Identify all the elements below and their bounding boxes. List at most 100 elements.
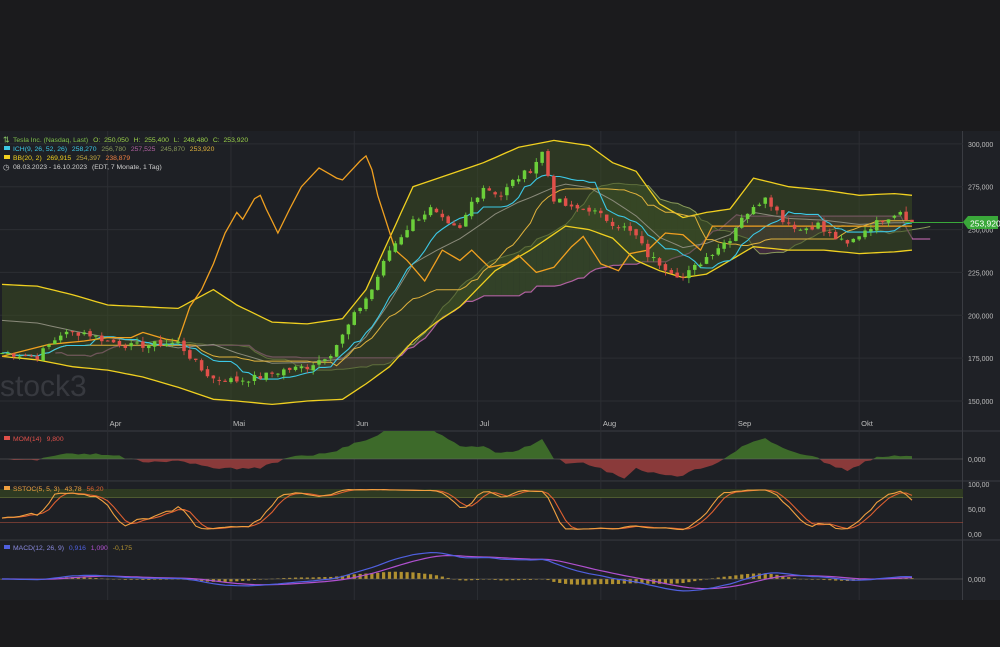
candle-body: [664, 264, 668, 270]
candle-body: [476, 198, 480, 202]
candle-body: [746, 214, 750, 219]
candle-body: [441, 214, 445, 217]
candle-body: [100, 336, 104, 342]
macd-histogram-bar: [564, 579, 567, 584]
macd-histogram-bar: [552, 579, 555, 582]
candle-body: [323, 359, 327, 361]
y-axis-panel: [963, 131, 1000, 600]
macd-pane[interactable]: [0, 540, 1000, 600]
y-tick-label: 300,000: [968, 142, 993, 149]
candle-body: [488, 188, 492, 190]
candle-body: [276, 374, 280, 375]
candle-body: [30, 356, 34, 357]
candle-body: [270, 373, 274, 374]
macd-zero-label: 0,000: [968, 577, 986, 584]
candle-body: [646, 244, 650, 257]
x-tick-label: Jul: [480, 419, 490, 428]
candle-body: [59, 336, 63, 341]
candle-body: [341, 335, 345, 344]
macd-histogram-bar: [687, 579, 690, 582]
candle-body: [194, 359, 198, 360]
candle-body: [88, 331, 92, 336]
candle-body: [564, 198, 568, 206]
candle-body: [171, 343, 175, 344]
y-tick-label: 150,000: [968, 399, 993, 406]
candle-body: [112, 340, 116, 343]
candle-body: [734, 228, 738, 241]
candle-body: [893, 216, 897, 218]
candle-body: [212, 376, 216, 379]
candle-body: [863, 231, 867, 238]
candle-body: [200, 360, 204, 370]
cloud-segment: [549, 231, 555, 286]
candle-body: [617, 227, 621, 228]
macd-histogram-bar: [382, 572, 385, 579]
candle-body: [124, 346, 128, 348]
candle-body: [846, 240, 850, 243]
last-price-label: 253,920: [970, 219, 1000, 229]
candle-body: [693, 265, 697, 270]
macd-legend: MACD(12, 26, 9) 0,916 1,090 -0,175: [13, 545, 132, 552]
macd-histogram-bar: [441, 577, 444, 579]
candle-body: [288, 368, 292, 370]
macd-histogram-bar: [376, 573, 379, 579]
legend-bb: BB(20, 2) 269,915 254,397 238,879: [13, 155, 130, 162]
candle-body: [41, 348, 45, 360]
candle-body: [711, 255, 715, 256]
macd-histogram-bar: [235, 579, 238, 581]
x-tick-label: Aug: [603, 419, 616, 428]
candle-body: [94, 336, 98, 337]
cloud-segment: [543, 235, 549, 286]
candle-body: [758, 205, 762, 206]
candle-body: [129, 343, 133, 346]
candle-body: [728, 241, 732, 243]
candle-body: [217, 380, 221, 381]
cloud-segment: [554, 227, 560, 286]
candle-body: [6, 353, 10, 354]
candle-body: [705, 257, 709, 264]
macd-histogram-bar: [605, 579, 608, 584]
candle-body: [376, 277, 380, 290]
candle-body: [370, 290, 374, 300]
x-tick-label: Sep: [738, 419, 751, 428]
candle-body: [722, 243, 726, 249]
candle-body: [247, 382, 251, 383]
candle-body: [828, 232, 832, 233]
candle-body: [493, 192, 497, 194]
candle-body: [446, 216, 450, 223]
y-tick-label: 175,000: [968, 356, 993, 363]
macd-histogram-bar: [558, 579, 561, 583]
macd-histogram-bar: [435, 575, 438, 579]
candle-body: [311, 365, 315, 370]
y-tick-label: 225,000: [968, 270, 993, 277]
candle-body: [235, 376, 239, 381]
candle-body: [535, 162, 539, 174]
macd-histogram-bar: [411, 572, 414, 579]
candle-body: [135, 342, 139, 343]
candle-body: [147, 345, 151, 348]
macd-histogram-bar: [423, 574, 426, 579]
macd-histogram-bar: [599, 579, 602, 584]
candle-body: [452, 223, 456, 225]
candle-body: [576, 205, 580, 208]
candle-body: [546, 151, 550, 176]
macd-histogram-bar: [676, 579, 679, 583]
candle-body: [581, 209, 585, 210]
candle-body: [458, 225, 462, 228]
macd-histogram-bar: [670, 579, 673, 584]
candle-body: [857, 236, 861, 239]
candle-body: [358, 308, 362, 311]
candle-body: [652, 257, 656, 258]
candle-body: [53, 340, 57, 344]
candle-body: [658, 258, 662, 265]
macd-histogram-bar: [394, 572, 397, 579]
candle-body: [740, 218, 744, 228]
candle-body: [353, 312, 357, 325]
candle-body: [82, 332, 86, 334]
candle-body: [12, 354, 16, 357]
candle-body: [394, 243, 398, 252]
candle-body: [329, 356, 333, 358]
mom-zero-label: 0,000: [968, 457, 986, 464]
